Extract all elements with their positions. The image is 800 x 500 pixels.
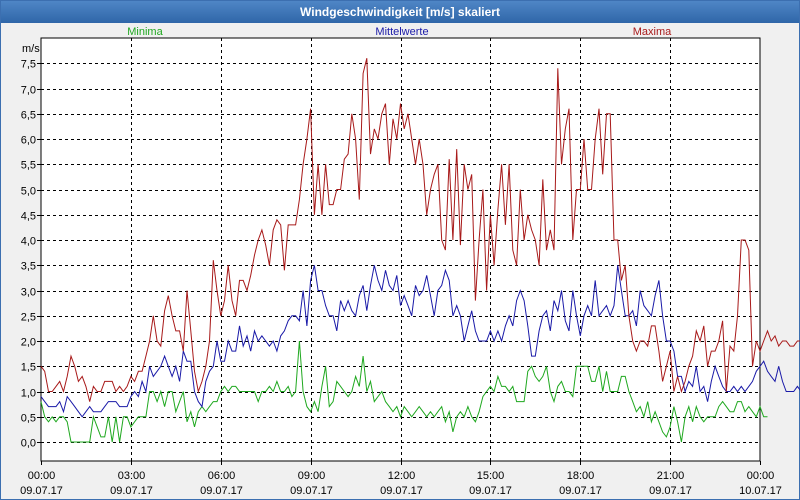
legend-item-minima: Minima bbox=[127, 26, 163, 38]
series-line-minima bbox=[40, 340, 768, 443]
x-tick-date-label: 09.07.17 bbox=[110, 485, 153, 497]
series-line-maxima bbox=[40, 58, 800, 402]
y-tick-label: 7,5 bbox=[21, 59, 36, 71]
y-tick-label: 2,5 bbox=[21, 312, 36, 324]
y-tick-label: 5,5 bbox=[21, 160, 36, 172]
y-tick-label: 1,5 bbox=[21, 362, 36, 374]
y-axis-ticks: 0,0 0,5 1,0 1,5 2,0 2,5 3,0 3,5 4,0 4,5 5,0 5,5 6,0 6… bbox=[21, 59, 41, 450]
x-tick-date-label: 09.07.17 bbox=[20, 485, 63, 497]
y-tick-label: 1,0 bbox=[21, 388, 36, 400]
legend-item-mittelwerte: Mittelwerte bbox=[375, 26, 428, 38]
x-tick-time-label: 00:00 bbox=[28, 470, 56, 482]
y-tick-label: 2,0 bbox=[21, 337, 36, 349]
x-tick-date-label: 09.07.17 bbox=[200, 485, 243, 497]
y-tick-label: 4,0 bbox=[21, 236, 36, 248]
y-tick-label: 3,5 bbox=[21, 261, 36, 273]
series-lines bbox=[40, 58, 800, 443]
x-axis-ticks: 00:00 09.07.17 03:00 09.07.17 06:00 09.07.17 0… bbox=[20, 461, 782, 497]
y-tick-label: 0,5 bbox=[21, 413, 36, 425]
window-title: Windgeschwindigkeit [m/s] skaliert bbox=[1, 1, 799, 23]
series-line-mittelwerte bbox=[40, 265, 800, 418]
y-tick-label: 0,0 bbox=[21, 438, 36, 450]
y-tick-label: 6,0 bbox=[21, 135, 36, 147]
x-tick-date-label: 09.07.17 bbox=[469, 485, 512, 497]
x-tick-time-label: 15:00 bbox=[477, 470, 505, 482]
y-tick-label: 4,5 bbox=[21, 211, 36, 223]
x-tick-date-label: 10.07.17 bbox=[739, 485, 782, 497]
y-tick-label: 7,0 bbox=[21, 85, 36, 97]
x-tick-time-label: 12:00 bbox=[388, 470, 416, 482]
y-axis-unit-label: m/s bbox=[22, 43, 40, 55]
y-tick-label: 3,0 bbox=[21, 287, 36, 299]
x-tick-date-label: 09.07.17 bbox=[380, 485, 423, 497]
x-tick-date-label: 09.07.17 bbox=[559, 485, 602, 497]
x-tick-time-label: 06:00 bbox=[208, 470, 236, 482]
legend: Minima Mittelwerte Maxima bbox=[127, 26, 672, 38]
x-tick-time-label: 00:00 bbox=[747, 470, 775, 482]
x-tick-time-label: 03:00 bbox=[118, 470, 146, 482]
x-tick-time-label: 21:00 bbox=[657, 470, 685, 482]
x-tick-time-label: 09:00 bbox=[298, 470, 326, 482]
y-tick-label: 5,0 bbox=[21, 186, 36, 198]
grid-lines bbox=[41, 38, 760, 461]
x-tick-date-label: 09.07.17 bbox=[290, 485, 333, 497]
x-tick-time-label: 18:00 bbox=[567, 470, 595, 482]
legend-item-maxima: Maxima bbox=[633, 26, 672, 38]
y-tick-label: 6,5 bbox=[21, 110, 36, 122]
x-tick-date-label: 09.07.17 bbox=[649, 485, 692, 497]
